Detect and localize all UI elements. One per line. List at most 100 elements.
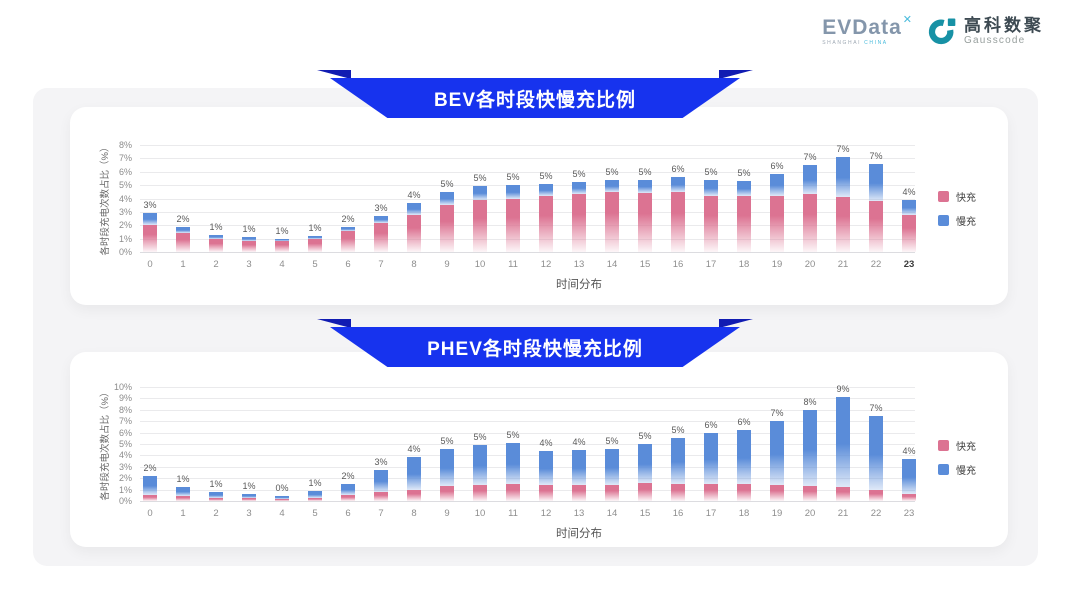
x-tick-label: 3 [246, 259, 252, 270]
x-tick-label: 2 [213, 259, 219, 270]
gridline [140, 466, 915, 468]
bar-fast-segment-hour-12 [539, 485, 553, 501]
x-tick-label: 15 [639, 508, 651, 519]
bar-fast-segment-hour-23 [902, 214, 916, 252]
bar-value-label: 1% [308, 222, 322, 233]
gausscode-mark-icon [928, 18, 956, 45]
bar-fast-segment-hour-1 [176, 233, 190, 252]
legend-item-slow[interactable]: 慢充 [938, 213, 976, 228]
bar-slow-segment-hour-1 [176, 227, 190, 234]
bar-value-label: 7% [803, 152, 817, 163]
bar-slow-segment-hour-14 [605, 448, 619, 486]
bar-fast-segment-hour-14 [605, 191, 619, 252]
bar-fast-segment-hour-10 [473, 199, 487, 252]
gridline [140, 171, 915, 173]
x-tick-label: 4 [279, 259, 285, 270]
bar-slow-segment-hour-23 [902, 458, 916, 495]
bar-slow-segment-hour-4 [275, 239, 289, 241]
bar-value-label: 1% [242, 224, 256, 235]
x-tick-label: 17 [705, 508, 717, 519]
bar-slow-segment-hour-16 [671, 177, 685, 192]
bar-slow-segment-hour-22 [869, 163, 883, 202]
bar-value-label: 5% [572, 169, 586, 180]
legend-item-slow[interactable]: 慢充 [938, 462, 976, 477]
bar-slow-segment-hour-13 [572, 182, 586, 195]
bar-slow-segment-hour-19 [770, 174, 784, 196]
x-tick-label: 15 [639, 259, 651, 270]
legend-swatch-slow [938, 215, 949, 226]
x-tick-label: 1 [180, 508, 186, 519]
bar-value-label: 7% [869, 402, 883, 413]
gridline [140, 387, 915, 388]
legend-label: 慢充 [956, 217, 976, 228]
bar-value-label: 2% [341, 213, 355, 224]
bar-fast-segment-hour-18 [737, 195, 751, 252]
bar-value-label: 5% [737, 168, 751, 179]
legend-label: 慢充 [956, 466, 976, 477]
bar-value-label: 1% [176, 474, 190, 485]
bar-fast-segment-hour-16 [671, 483, 685, 501]
bev-legend: 快充 慢充 [938, 189, 976, 237]
gridline [140, 489, 915, 491]
bar-slow-segment-hour-7 [374, 215, 388, 223]
y-tick-label: 2% [118, 220, 132, 231]
x-tick-label: 18 [738, 259, 750, 270]
bar-value-label: 5% [605, 166, 619, 177]
bar-value-label: 4% [539, 437, 553, 448]
x-tick-label: 13 [573, 508, 585, 519]
bar-slow-segment-hour-11 [506, 185, 520, 199]
legend-label: 快充 [956, 193, 976, 204]
bar-slow-segment-hour-1 [176, 487, 190, 497]
bev-plot-area: 0% 1% 2% 3% 4% 5% 6% 7% 8% 3% 0 2% 1 1% 2 1% 3 1% 4 1% 5 2% 6 3… [70, 107, 1008, 305]
bar-slow-segment-hour-2 [209, 491, 223, 498]
legend-item-fast[interactable]: 快充 [938, 438, 976, 453]
x-tick-label: 2 [213, 508, 219, 519]
bev-title-banner: BEV各时段快慢充比例 [317, 70, 753, 118]
bar-value-label: 1% [242, 481, 256, 492]
bar-fast-segment-hour-10 [473, 485, 487, 501]
x-tick-label: 16 [672, 259, 684, 270]
bar-slow-segment-hour-13 [572, 449, 586, 486]
bar-slow-segment-hour-18 [737, 181, 751, 196]
y-tick-label: 8% [118, 140, 132, 150]
y-tick-label: 7% [118, 416, 132, 427]
x-tick-label: 1 [180, 259, 186, 270]
gridline [140, 444, 915, 445]
legend-label: 快充 [956, 442, 976, 453]
x-tick-label: 9 [444, 508, 450, 519]
bar-fast-segment-hour-20 [803, 486, 817, 501]
bar-fast-segment-hour-9 [440, 486, 454, 501]
bar-fast-segment-hour-20 [803, 194, 817, 252]
bar-slow-segment-hour-0 [143, 213, 157, 226]
y-tick-label: 6% [118, 166, 132, 177]
bar-value-label: 6% [704, 419, 718, 430]
x-tick-label: 11 [508, 508, 518, 519]
bar-slow-segment-hour-10 [473, 445, 487, 486]
x-tick-label: 6 [345, 259, 351, 270]
evdata-logo-text: EVData [822, 15, 902, 39]
phev-plot-area: 0% 1% 2% 3% 4% 5% 6% 7% 8% 9% 10% 2% 0 1% 1 1% 2 1% 3 0% 4 1%… [70, 352, 1008, 547]
x-tick-label: 10 [474, 508, 486, 519]
y-tick-label: 0% [118, 496, 132, 506]
bar-slow-segment-hour-12 [539, 183, 553, 196]
bar-fast-segment-hour-17 [704, 483, 718, 501]
bar-slow-segment-hour-7 [374, 469, 388, 493]
x-tick-label: 12 [540, 508, 552, 519]
x-tick-label: 14 [606, 259, 618, 270]
bar-slow-segment-hour-16 [671, 438, 685, 484]
bar-value-label: 5% [473, 432, 487, 443]
bar-slow-segment-hour-17 [704, 179, 718, 196]
bar-slow-segment-hour-8 [407, 203, 421, 215]
x-tick-label: 19 [771, 259, 783, 270]
bar-value-label: 7% [869, 150, 883, 161]
y-tick-label: 7% [118, 153, 132, 164]
bar-value-label: 6% [770, 161, 784, 172]
y-tick-label: 2% [118, 473, 132, 484]
y-tick-label: 4% [118, 193, 132, 204]
bar-value-label: 3% [143, 200, 157, 211]
legend-item-fast[interactable]: 快充 [938, 189, 976, 204]
phev-chart-title: PHEV各时段快慢充比例 [427, 338, 643, 360]
bar-value-label: 5% [638, 431, 652, 441]
y-tick-label: 4% [118, 450, 132, 461]
x-tick-label: 8 [411, 508, 417, 519]
